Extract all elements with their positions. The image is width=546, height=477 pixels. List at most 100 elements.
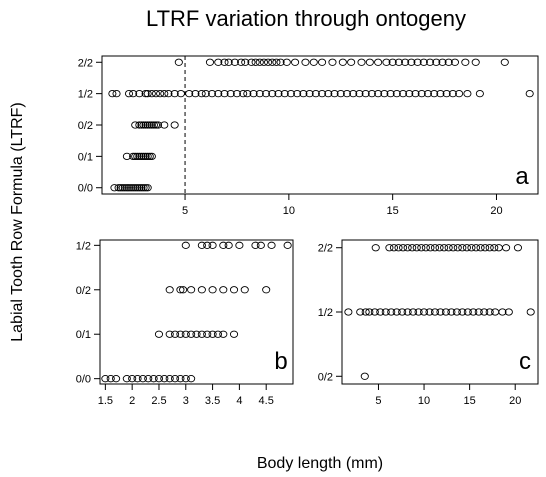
x-tick-label-c: 5	[375, 395, 381, 407]
data-point-a	[311, 89, 320, 98]
data-point-a	[318, 89, 327, 98]
data-point-a	[324, 89, 333, 98]
data-point-b	[187, 330, 196, 338]
data-point-c	[504, 308, 513, 316]
data-point-a	[293, 89, 302, 98]
data-point-b	[165, 330, 174, 338]
data-point-a	[299, 89, 308, 98]
data-point-c	[344, 308, 353, 316]
data-point-b	[267, 241, 276, 249]
data-point-b	[144, 375, 153, 383]
data-point-c	[426, 244, 435, 252]
data-point-a	[438, 58, 447, 66]
data-point-c	[444, 244, 453, 252]
data-point-a	[301, 58, 310, 66]
y-tick-label-a: 0/2	[78, 120, 93, 132]
data-point-c	[398, 308, 407, 316]
data-point-b	[229, 330, 239, 338]
data-point-c	[453, 244, 462, 252]
data-point-b	[181, 330, 190, 338]
data-point-a	[463, 89, 472, 98]
data-point-b	[149, 375, 158, 383]
data-point-c	[494, 244, 503, 252]
data-point-b	[203, 330, 212, 338]
data-point-a	[401, 58, 410, 66]
data-point-c	[430, 308, 440, 316]
data-point-a	[112, 89, 121, 98]
data-point-a	[249, 89, 258, 98]
data-point-a	[386, 89, 395, 98]
data-point-c	[440, 244, 449, 252]
data-point-a	[280, 89, 289, 98]
data-point-c	[360, 372, 369, 380]
x-tick-label-b: 3.5	[205, 395, 220, 407]
data-point-a	[347, 58, 356, 66]
data-point-a	[170, 121, 179, 129]
data-point-a	[500, 58, 509, 66]
y-tick-label-a: 0/1	[78, 151, 93, 163]
data-point-a	[156, 89, 165, 98]
data-point-a	[272, 58, 281, 66]
data-point-a	[220, 89, 229, 98]
data-point-a	[226, 89, 235, 98]
figure-title: LTRF variation through ontogeny	[146, 6, 466, 31]
x-tick-label-a: 5	[182, 205, 188, 217]
data-point-c	[425, 308, 434, 316]
data-point-a	[436, 89, 445, 98]
data-point-a	[201, 89, 210, 98]
data-point-a	[276, 58, 285, 66]
data-point-a	[197, 89, 206, 98]
data-point-c	[526, 308, 535, 316]
data-point-a	[241, 58, 250, 66]
data-point-a	[224, 58, 233, 66]
data-point-c	[419, 308, 429, 316]
data-point-b	[133, 375, 142, 383]
data-point-a	[382, 58, 391, 66]
data-point-a	[191, 89, 200, 98]
data-point-a	[411, 89, 420, 98]
data-point-a	[207, 89, 217, 98]
data-point-b	[224, 241, 233, 249]
data-point-c	[458, 308, 467, 316]
data-point-b	[154, 330, 164, 338]
data-point-a	[355, 89, 364, 98]
data-point-a	[108, 89, 117, 98]
y-tick-label-a: 0/0	[78, 183, 93, 195]
panel-letter-c: c	[519, 348, 531, 375]
data-point-a	[255, 58, 264, 66]
y-tick-label-c: 1/2	[318, 307, 333, 319]
data-point-a	[122, 152, 131, 161]
data-point-b	[112, 375, 121, 383]
data-point-c	[365, 308, 374, 316]
data-point-a	[305, 89, 314, 98]
data-point-c	[463, 308, 472, 316]
data-point-a	[475, 89, 484, 98]
data-point-a	[367, 89, 376, 98]
x-tick-label-b: 4.5	[259, 395, 274, 407]
data-point-a	[174, 58, 183, 66]
data-point-c	[474, 308, 483, 316]
x-tick-label-b: 1.5	[98, 395, 113, 407]
data-point-b	[197, 330, 206, 338]
x-tick-label-c: 10	[418, 395, 430, 407]
data-point-a	[461, 58, 470, 66]
data-point-c	[447, 308, 456, 316]
x-minor-tick-label-b: 4	[236, 395, 242, 407]
data-point-a	[243, 89, 252, 98]
data-point-b	[181, 241, 190, 249]
data-point-c	[491, 308, 500, 316]
data-point-a	[214, 89, 223, 98]
panel-letter-b: b	[274, 348, 287, 375]
data-point-a	[247, 58, 256, 66]
data-point-b	[251, 241, 260, 249]
data-point-b	[187, 375, 196, 383]
y-tick-label-a: 1/2	[78, 89, 93, 101]
x-minor-tick-label-b: 3	[183, 395, 189, 407]
data-point-a	[220, 58, 229, 66]
data-point-b	[176, 375, 185, 383]
data-point-b	[208, 330, 217, 338]
data-point-a	[124, 89, 134, 98]
data-point-a	[239, 89, 248, 98]
data-point-a	[268, 89, 277, 98]
